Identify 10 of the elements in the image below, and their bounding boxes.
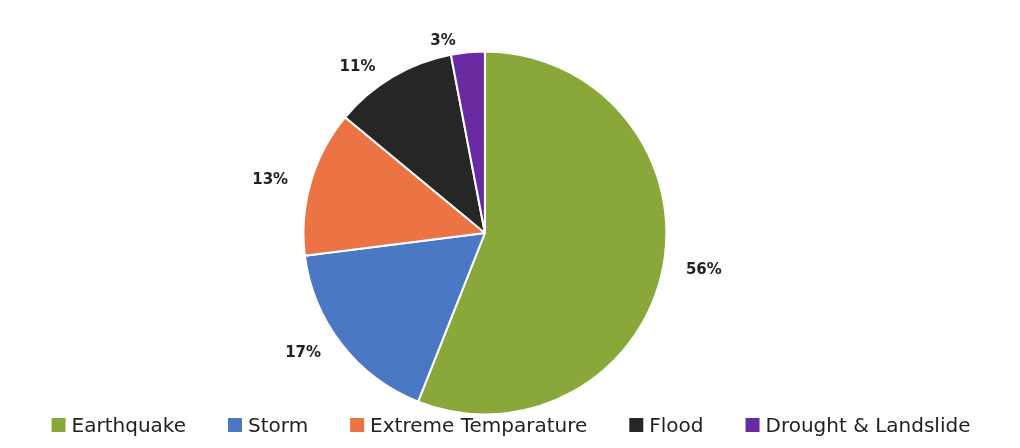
data-label: 3% [430,31,456,50]
data-label: 56% [685,260,722,279]
data-label: 13% [252,170,289,189]
legend-label: Storm [247,413,309,437]
legend-label: Flood [649,413,704,437]
legend-label: Earthquake [71,413,186,437]
legend-label: Drought & Landslide [765,413,971,437]
data-label: 11% [339,57,376,76]
legend-label: Extreme Temparature [370,413,588,437]
data-label: 17% [285,342,322,361]
